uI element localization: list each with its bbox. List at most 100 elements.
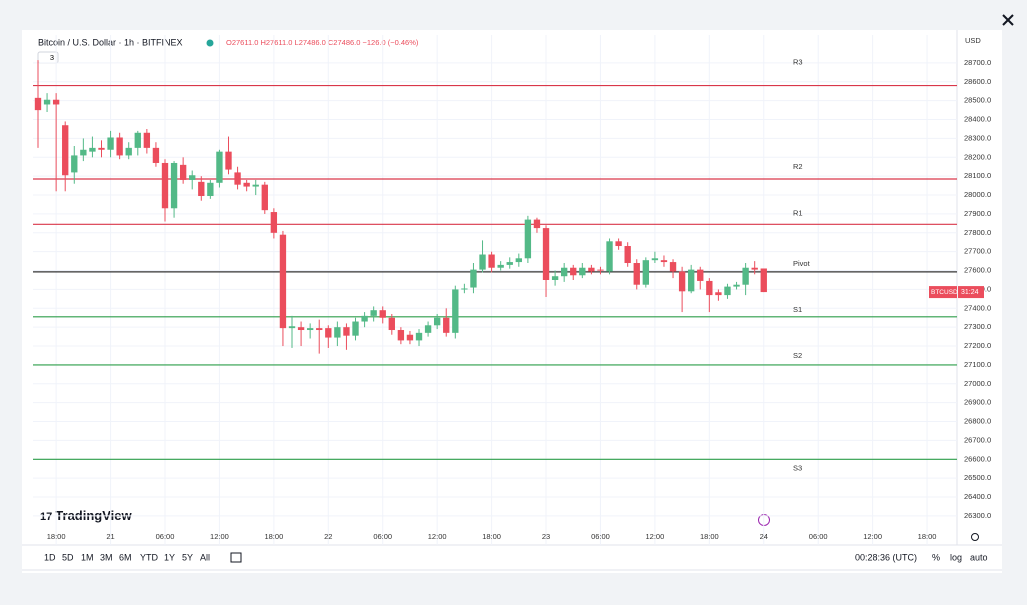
range-button[interactable]: YTD (140, 552, 159, 562)
candle-body (506, 262, 513, 265)
candle-body (252, 184, 259, 187)
candle-body (524, 219, 532, 259)
candle-body (742, 267, 749, 285)
candle-body (352, 321, 359, 336)
range-button[interactable]: 3M (100, 552, 113, 562)
y-tick-label: 26600.0 (964, 454, 991, 463)
candle-body (152, 147, 160, 163)
candle-body (170, 162, 178, 209)
x-tick-label: 06:00 (156, 532, 175, 541)
pivot-label: Pivot (793, 259, 811, 268)
scale-option[interactable]: auto (970, 552, 988, 562)
range-button[interactable]: 6M (119, 552, 132, 562)
candle-body (733, 284, 740, 287)
candle-body (279, 234, 287, 329)
candle-body (134, 132, 141, 148)
candle-body (688, 269, 695, 292)
candle-body (297, 327, 305, 331)
currency-label[interactable]: USD (965, 36, 981, 45)
candle-body (361, 315, 368, 322)
y-tick-label: 27100.0 (964, 360, 991, 369)
y-tick-label: 27200.0 (964, 341, 991, 350)
x-tick-label: 18:00 (264, 532, 283, 541)
date-range-icon[interactable] (230, 552, 242, 563)
price-tag-symbol: BTCUSD (931, 289, 958, 296)
candle-body (624, 246, 631, 264)
price-tag (929, 286, 957, 299)
y-tick-label: 27800.0 (964, 228, 991, 237)
candle-body (551, 276, 559, 280)
candle-body (479, 254, 486, 270)
x-tick-label: 06:00 (373, 532, 392, 541)
x-tick-label: 18:00 (700, 532, 719, 541)
candle-body (189, 175, 196, 180)
candle-body (343, 327, 350, 336)
candle-body (651, 258, 659, 261)
x-tick-label: 06:00 (591, 532, 610, 541)
range-button[interactable]: 1Y (164, 552, 175, 562)
market-status (206, 39, 214, 47)
candle-body (62, 125, 69, 176)
price-tag-countdown-bg (958, 286, 984, 299)
candle-body (542, 228, 550, 280)
candle-body (706, 280, 713, 296)
x-tick-label: 06:00 (809, 532, 828, 541)
y-tick-label: 26400.0 (964, 492, 991, 501)
close-button[interactable] (1002, 14, 1014, 26)
candle-body (107, 137, 114, 150)
candle-body (379, 310, 386, 318)
candle-body (98, 147, 105, 150)
scale-option[interactable]: % (932, 552, 940, 562)
x-tick-label: 24 (760, 532, 768, 541)
y-tick-label: 27000.0 (964, 379, 991, 388)
settings-icon[interactable] (971, 533, 979, 541)
candle-body (488, 254, 495, 268)
candle-body (697, 269, 704, 281)
candle-body (225, 151, 232, 170)
candle-body (52, 99, 60, 105)
x-tick-label: 12:00 (428, 532, 447, 541)
x-tick-label: 12:00 (210, 532, 229, 541)
candle-body (470, 269, 477, 288)
candle-body (316, 328, 323, 331)
pivot-label: R1 (793, 208, 803, 217)
candle-body (642, 260, 649, 285)
candle-body (751, 267, 758, 270)
y-tick-label: 27700.0 (964, 247, 991, 256)
range-button[interactable]: 5D (62, 552, 74, 562)
candle-body (388, 317, 395, 331)
candle-body (198, 181, 205, 197)
pivot-label: S2 (793, 351, 802, 360)
candle-body (143, 132, 151, 148)
y-tick-label: 27600.0 (964, 266, 991, 275)
candle-body (406, 334, 414, 341)
candle-body (207, 182, 214, 197)
range-button[interactable]: All (200, 552, 210, 562)
candle-body (433, 317, 441, 326)
y-tick-label: 26700.0 (964, 435, 991, 444)
range-button[interactable]: 1D (44, 552, 56, 562)
y-tick-label: 28100.0 (964, 171, 991, 180)
y-tick-label: 26900.0 (964, 398, 991, 407)
candle-body (570, 267, 577, 276)
indicator-count: 3 (50, 53, 54, 62)
price-tag-countdown: 31:24 (961, 289, 979, 296)
candle-body (461, 288, 468, 290)
candle-body (161, 162, 169, 209)
y-tick-label: 28300.0 (964, 133, 991, 142)
range-button[interactable]: 1M (81, 552, 94, 562)
candle-body (660, 260, 668, 263)
x-tick-label: 18:00 (47, 532, 66, 541)
pivot-label: R2 (793, 162, 803, 171)
candle-body (43, 99, 51, 105)
scale-option[interactable]: log (950, 552, 962, 562)
range-button[interactable]: 5Y (182, 552, 193, 562)
candle-body (533, 219, 541, 229)
candle-body (89, 147, 96, 152)
x-tick-label: 12:00 (646, 532, 665, 541)
indicator-toggle[interactable] (37, 51, 59, 64)
y-tick-label: 26300.0 (964, 511, 991, 520)
candle-body (71, 155, 78, 173)
